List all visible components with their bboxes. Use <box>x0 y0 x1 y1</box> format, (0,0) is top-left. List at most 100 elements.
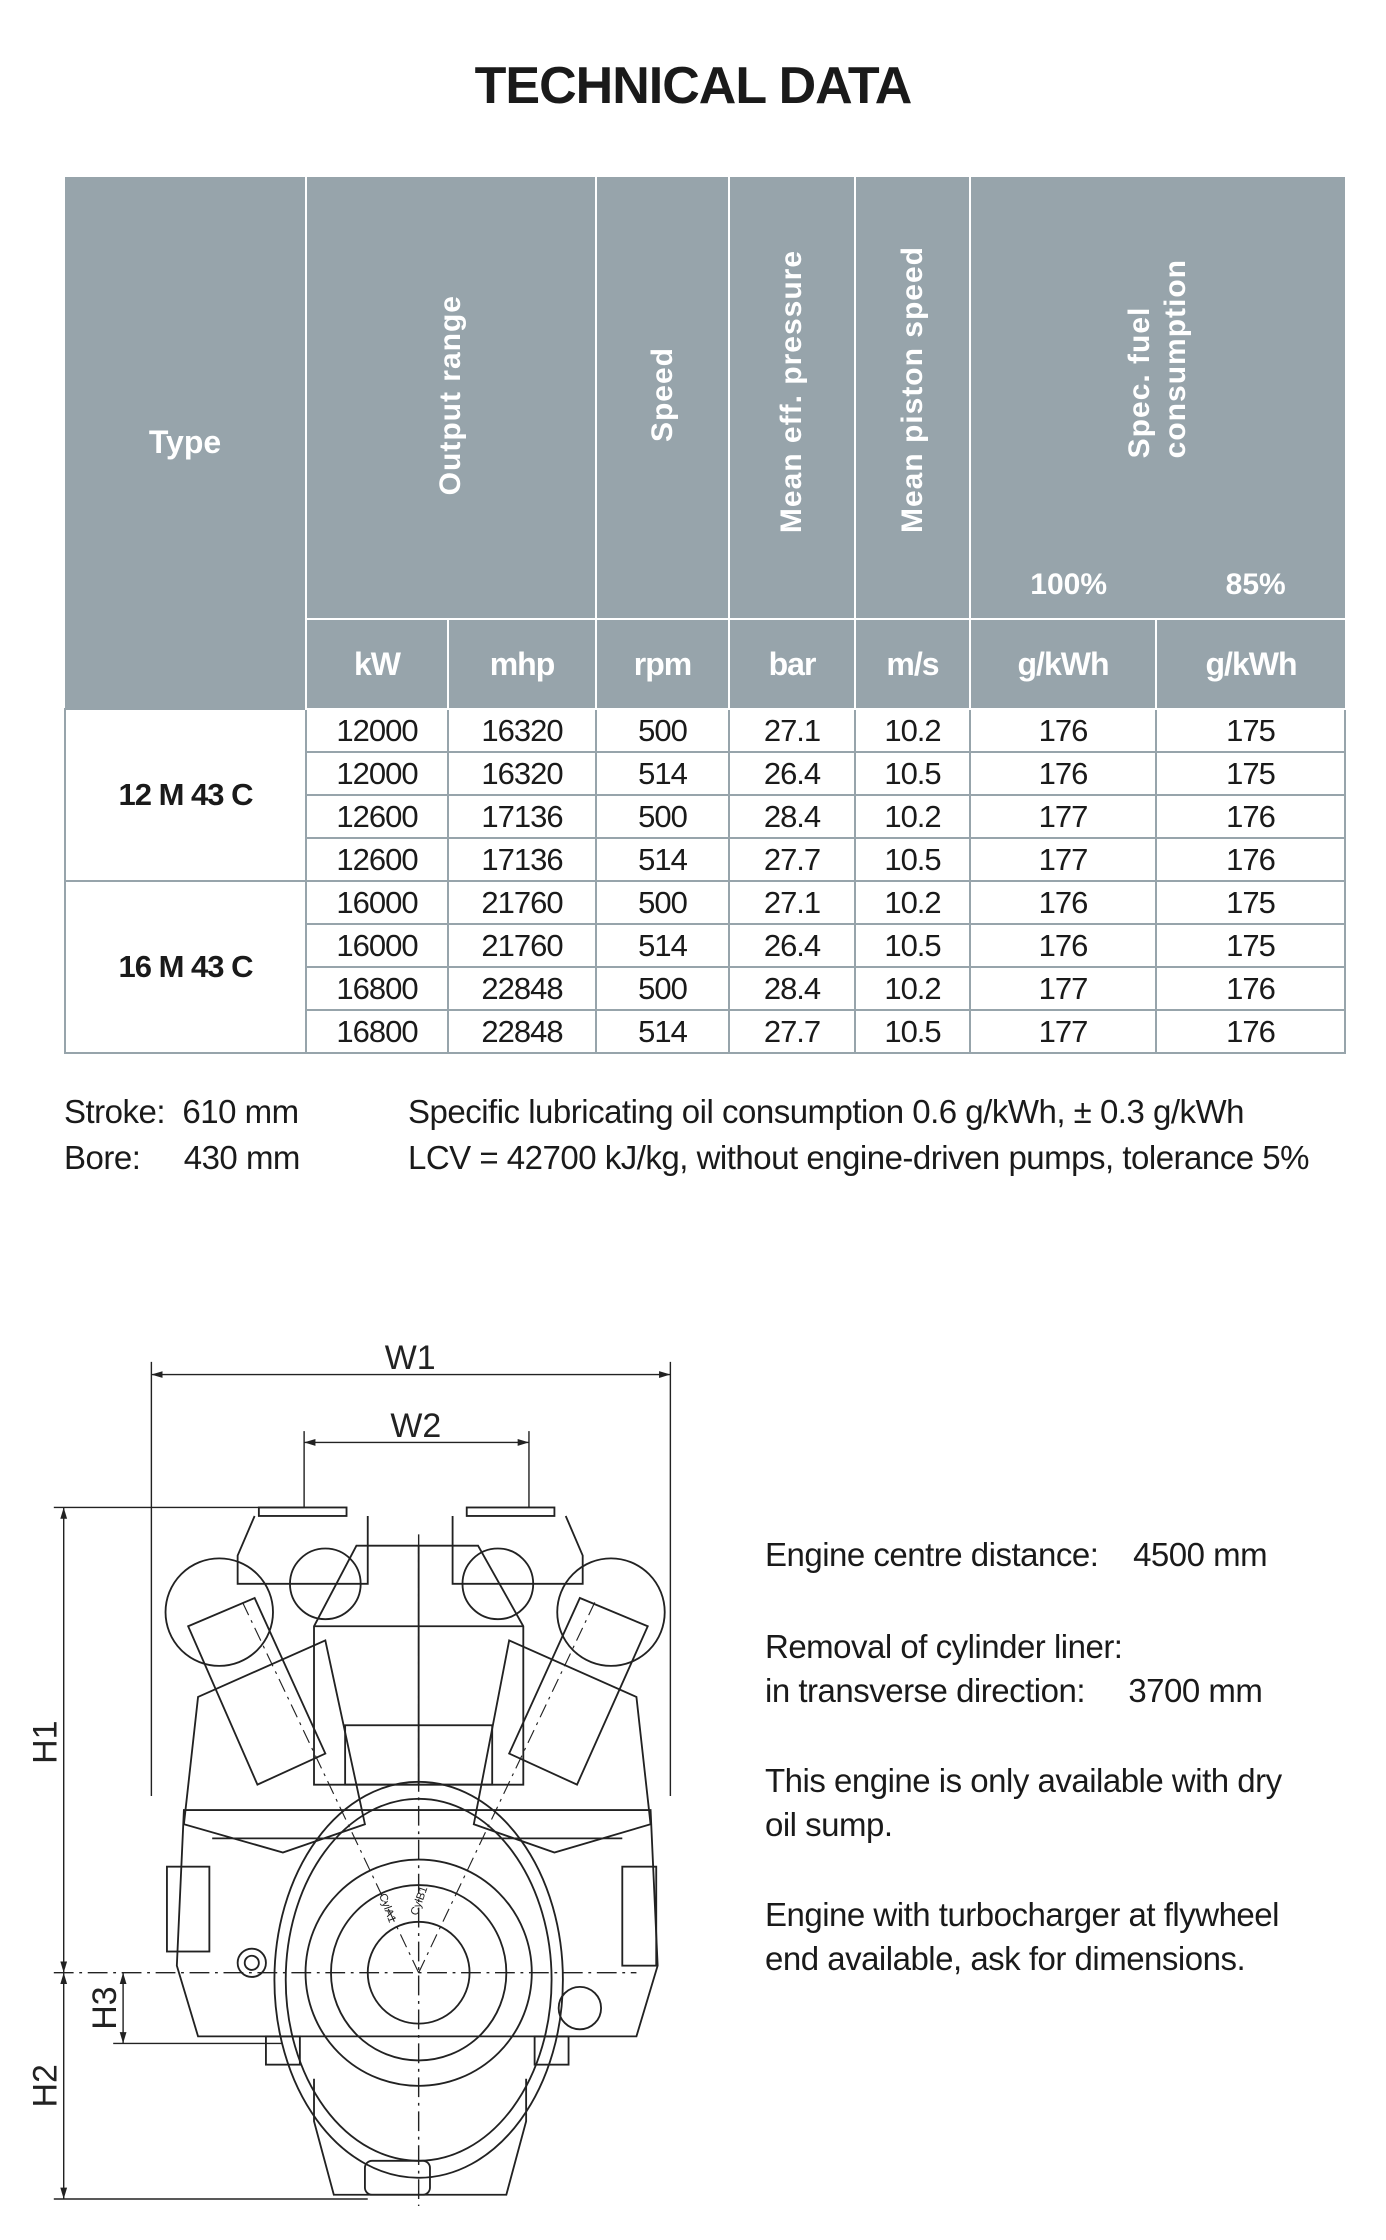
table-cell: 175 <box>1155 708 1346 753</box>
table-cell: 17136 <box>447 837 597 882</box>
table-cell: 27.7 <box>728 837 856 882</box>
table-cell: 12000 <box>305 708 449 753</box>
table-cell: 514 <box>595 751 730 796</box>
table-cell: 17136 <box>447 794 597 839</box>
table-row: 16800 22848 500 28.4 10.2 177 176 <box>65 966 1346 1011</box>
svg-text:CylB1: CylB1 <box>409 1885 431 1917</box>
table-cell: 176 <box>1155 966 1346 1011</box>
table-row: 12000 16320 514 26.4 10.5 176 175 <box>65 751 1346 796</box>
table-cell: 10.2 <box>854 880 971 925</box>
table-cell: 176 <box>969 708 1157 753</box>
technical-data-table: Type Output range Speed Mean eff. pressu… <box>64 177 1346 1054</box>
table-cell: 514 <box>595 1009 730 1054</box>
table-cell: 12600 <box>305 837 449 882</box>
table-cell: 22848 <box>447 1009 597 1054</box>
unit-kw: kW <box>305 619 448 710</box>
liner-removal-line1: Removal of cylinder liner: <box>765 1628 1123 1665</box>
table-cell: 514 <box>595 837 730 882</box>
engine-type: 12 M 43 C <box>64 708 307 882</box>
table-row: 16800 22848 514 27.7 10.5 177 176 <box>65 1009 1346 1054</box>
dimension-labels: W1 W2 H1 H2 H3 CylA1 CylB1 <box>27 1339 442 2108</box>
dry-sump-line2: oil sump. <box>765 1806 893 1843</box>
table-cell: 177 <box>969 1009 1157 1054</box>
turbo-note-line2: end available, ask for dimensions. <box>765 1940 1246 1977</box>
table-cell: 16000 <box>305 880 449 925</box>
table-row: 16 M 43 C 16000 21760 500 27.1 10.2 176 175 <box>64 880 1346 1054</box>
bore-note: Bore: 430 mm <box>64 1139 300 1176</box>
lcv-note: LCV = 42700 kJ/kg, without engine-driven… <box>408 1139 1309 1176</box>
table-cell: 27.1 <box>728 880 856 925</box>
table-row: 12 M 43 C 12000 16320 500 27.1 10.2 176 175 <box>64 708 1346 882</box>
table-cell: 21760 <box>447 880 597 925</box>
table-cell: 12600 <box>305 794 449 839</box>
table-cell: 16800 <box>305 966 449 1011</box>
svg-text:W1: W1 <box>385 1339 436 1377</box>
liner-removal-line2: in transverse direction: 3700 mm <box>765 1672 1263 1709</box>
table-cell: 500 <box>595 966 730 1011</box>
stroke-note: Stroke: 610 mm <box>64 1093 299 1130</box>
lube-oil-note: Specific lubricating oil consumption 0.6… <box>408 1093 1245 1130</box>
table-cell: 10.5 <box>854 837 971 882</box>
table-cell: 176 <box>969 923 1157 968</box>
table-cell: 500 <box>595 880 730 925</box>
engine-centre-distance: Engine centre distance: 4500 mm <box>765 1536 1268 1573</box>
table-cell: 514 <box>595 923 730 968</box>
svg-text:H2: H2 <box>27 2064 65 2107</box>
table-cell: 176 <box>1155 1009 1346 1054</box>
svg-text:CylA1: CylA1 <box>376 1892 398 1924</box>
table-cell: 176 <box>969 880 1157 925</box>
table-cell: 177 <box>969 966 1157 1011</box>
table-cell: 16320 <box>447 751 597 796</box>
table-cell: 10.5 <box>854 1009 971 1054</box>
unit-bar: bar <box>728 619 855 710</box>
header-mean-piston-speed: Mean piston speed <box>854 177 970 620</box>
table-cell: 500 <box>595 794 730 839</box>
engine-outline <box>164 1506 666 2196</box>
load-85: 85% <box>1225 568 1286 601</box>
svg-text:H1: H1 <box>27 1721 65 1764</box>
unit-gkwh-85: g/kWh <box>1155 619 1345 710</box>
table-cell: 28.4 <box>728 794 856 839</box>
table-cell: 10.5 <box>854 751 971 796</box>
table-cell: 16320 <box>447 708 597 753</box>
unit-ms: m/s <box>854 619 970 710</box>
table-cell: 22848 <box>447 966 597 1011</box>
table-cell: 21760 <box>447 923 597 968</box>
table-cell: 12000 <box>305 751 449 796</box>
table-cell: 176 <box>1155 794 1346 839</box>
table-cell: 27.1 <box>728 708 856 753</box>
table-row: 16000 21760 514 26.4 10.5 176 175 <box>65 923 1346 968</box>
table-cell: 26.4 <box>728 751 856 796</box>
header-speed: Speed <box>595 177 729 620</box>
table-cell: 10.2 <box>854 794 971 839</box>
table-cell: 10.5 <box>854 923 971 968</box>
table-cell: 10.2 <box>854 708 971 753</box>
header-spec-fuel-consumption: Spec. fuel consumption 100% 85% <box>969 177 1345 620</box>
table-cell: 16800 <box>305 1009 449 1054</box>
dimension-lines <box>53 1361 672 2207</box>
table-cell: 10.2 <box>854 966 971 1011</box>
header-type: Type <box>148 424 222 460</box>
table-cell: 27.7 <box>728 1009 856 1054</box>
turbo-note-line1: Engine with turbocharger at flywheel <box>765 1896 1279 1933</box>
table-row: 12600 17136 500 28.4 10.2 177 176 <box>65 794 1346 839</box>
table-cell: 26.4 <box>728 923 856 968</box>
table-cell: 500 <box>595 708 730 753</box>
unit-mhp: mhp <box>447 619 596 710</box>
table-cell: 175 <box>1155 751 1346 796</box>
table-cell: 175 <box>1155 923 1346 968</box>
dry-sump-line1: This engine is only available with dry <box>765 1762 1282 1799</box>
load-100: 100% <box>1030 568 1108 601</box>
table-cell: 16000 <box>305 923 449 968</box>
svg-text:H3: H3 <box>86 1986 124 2029</box>
table-cell: 177 <box>969 794 1157 839</box>
svg-text:W2: W2 <box>390 1407 441 1445</box>
table-row: 12600 17136 514 27.7 10.5 177 176 <box>65 837 1346 882</box>
header-output-range: Output range <box>305 177 596 620</box>
header-mean-eff-pressure: Mean eff. pressure <box>728 177 855 620</box>
unit-rpm: rpm <box>595 619 729 710</box>
page-title: TECHNICAL DATA <box>474 57 913 115</box>
table-cell: 28.4 <box>728 966 856 1011</box>
table-cell: 176 <box>969 751 1157 796</box>
